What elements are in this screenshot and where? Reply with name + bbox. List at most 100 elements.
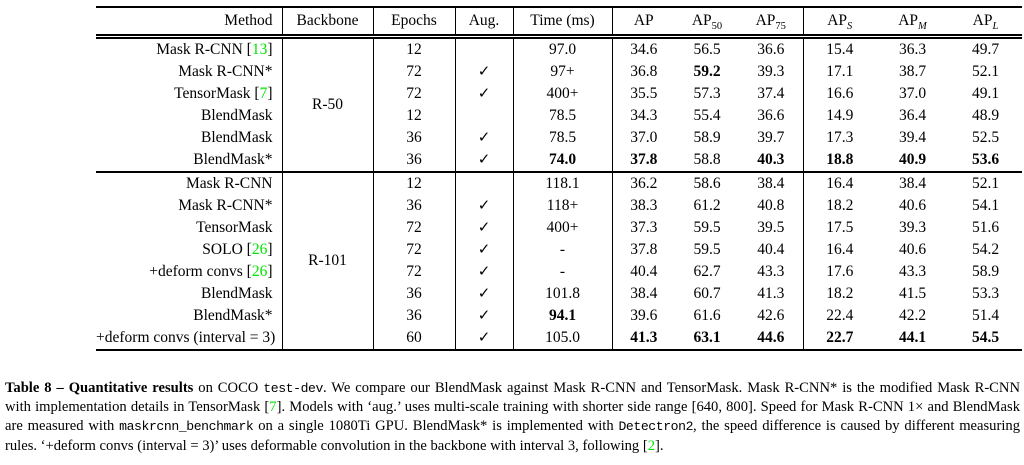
ap-cell: 38.4: [876, 171, 949, 195]
check-icon: ✓: [477, 264, 491, 280]
caption-text: on a single 1080Ti GPU. BlendMask* is im…: [253, 418, 619, 434]
aug-cell: [455, 36, 514, 61]
method-cell: Mask R-CNN [13]: [96, 36, 283, 61]
ap-cell: 40.4: [739, 239, 804, 261]
ap-cell: 16.4: [803, 171, 876, 195]
ap-cell: 36.6: [739, 36, 804, 61]
time-cell: 400+: [513, 217, 613, 239]
caption-text: ].: [655, 437, 664, 454]
time-cell: 78.5: [513, 127, 613, 149]
epochs-cell: 36: [373, 149, 456, 172]
ap-cell: 59.5: [693, 241, 721, 258]
check-icon: ✓: [477, 308, 491, 324]
table-row: Mask R-CNN R-101 12 118.1 36.2 58.6 38.4 16.4 38…: [96, 171, 1022, 350]
ap-cell: 37.0: [898, 85, 927, 102]
table-row: TensorMask [7] 72 ✓ 400+ 35.5 57.3 37.4 16.6 37.…: [96, 83, 1022, 105]
citation-link[interactable]: 7: [259, 85, 268, 102]
column-header-apm: APM: [876, 7, 949, 39]
table-row: +deform convs (interval = 3) 60 ✓ 105.0 41.3…: [96, 327, 1022, 350]
ap-cell: 42.2: [898, 307, 927, 324]
method-cell: Mask R-CNN: [96, 171, 283, 195]
method-label: BlendMask: [201, 107, 273, 124]
method-label: BlendMask: [201, 129, 273, 146]
method-label: Mask R-CNN: [156, 41, 243, 58]
epochs-cell: 12: [373, 36, 456, 61]
aug-cell: ✓: [455, 239, 514, 261]
caption-text: maskrcnn_benchmark: [119, 419, 254, 434]
citation-link[interactable]: 26: [251, 263, 268, 280]
ap-cell: 39.6: [630, 307, 658, 324]
ap-cell: 40.9: [898, 151, 927, 168]
ap-cell: 39.5: [739, 217, 804, 239]
time-cell: 94.1: [513, 305, 613, 327]
table-row: SOLO [26] 72 ✓ -37.8 59.5 40.4 16.4 40.6 54.2: [96, 239, 1022, 261]
ap-cell: 18.2: [826, 285, 854, 302]
aug-cell: ✓: [455, 327, 514, 350]
table-header: Method Backbone Epochs Aug. Time (ms) AP AP50 A…: [96, 7, 1022, 39]
ap-cell: 16.4: [826, 241, 854, 258]
ap-cell: 18.2: [826, 197, 854, 214]
time-cell: -: [513, 261, 613, 283]
citation-link[interactable]: 26: [251, 241, 268, 258]
backbone-cell: R-101: [282, 171, 374, 350]
citation-link[interactable]: 7: [269, 399, 277, 416]
citation-link[interactable]: 2: [647, 437, 656, 454]
caption-text: Detectron2: [618, 419, 694, 434]
ap-cell: 14.9: [826, 107, 854, 124]
epochs-cell: 36: [373, 283, 456, 305]
ap-cell: 52.1: [949, 171, 1022, 195]
method-cell: BlendMask*: [96, 305, 283, 327]
ap-cell: 44.1: [898, 329, 927, 346]
table-row: BlendMask* 36 ✓ 94.1 39.6 61.6 42.6 22.4 42.2 51.…: [96, 305, 1022, 327]
ap-cell: 38.7: [898, 63, 927, 80]
citation-link[interactable]: 13: [251, 41, 268, 58]
ap-cell: 36.2: [612, 171, 675, 195]
ap-cell: 61.2: [693, 197, 721, 214]
ap-cell: 16.6: [826, 85, 854, 102]
backbone-cell: R-50: [282, 36, 374, 172]
time-cell: 74.0: [513, 149, 613, 172]
column-header-method: Method: [96, 7, 283, 39]
epochs-cell: 72: [373, 261, 456, 283]
method-cell: BlendMask*: [96, 149, 283, 172]
table-row: BlendMask* 36 ✓ 74.0 37.8 58.8 40.3 18.8 40.9 53.…: [96, 149, 1022, 172]
column-header-ap75: AP75: [739, 7, 804, 39]
ap-cell: 54.5: [971, 329, 1000, 346]
check-icon: ✓: [477, 286, 491, 302]
time-cell: -: [513, 239, 613, 261]
ap-cell: 40.6: [898, 241, 927, 258]
ap-cell: 57.3: [693, 85, 721, 102]
ap-cell: 40.6: [898, 197, 927, 214]
ap-cell: 17.3: [826, 129, 854, 146]
epochs-cell: 72: [373, 61, 456, 83]
table-body: Mask R-CNN [13] R-50 12 97.0 34.6 56.5 36.6 15.…: [96, 36, 1022, 350]
method-cell: SOLO [26]: [96, 239, 283, 261]
ap-cell: 35.5: [630, 85, 658, 102]
ap-cell: 22.7: [826, 329, 854, 346]
table-row: Mask R-CNN* 72 ✓ 97+ 36.8 59.2 39.3 17.1 38.7 52.…: [96, 61, 1022, 83]
ap-cell: 41.3: [739, 283, 804, 305]
column-header-aps: APS: [803, 7, 876, 39]
ap-cell: 40.3: [739, 149, 804, 172]
ap-cell: 17.6: [826, 263, 854, 280]
aug-cell: ✓: [455, 261, 514, 283]
method-label: Mask R-CNN*: [178, 63, 273, 80]
ap-cell: 58.6: [675, 171, 739, 195]
ap-cell: 43.3: [739, 261, 804, 283]
epochs-cell: 72: [373, 83, 456, 105]
method-cell: Mask R-CNN*: [96, 195, 283, 217]
ap-cell: 53.3: [971, 285, 1000, 302]
time-cell: 118.1: [513, 171, 613, 195]
caption-text: Table 8 – Quantitative results: [5, 379, 194, 396]
ap-cell: 41.5: [898, 285, 927, 302]
epochs-cell: 72: [373, 217, 456, 239]
ap-cell: 38.4: [739, 171, 804, 195]
ap-cell: 17.1: [826, 63, 854, 80]
check-icon: ✓: [477, 242, 491, 258]
check-icon: ✓: [477, 330, 491, 346]
table-row: TensorMask 72 ✓ 400+ 37.3 59.5 39.5 17.5 39.3 51.…: [96, 217, 1022, 239]
results-table: Method Backbone Epochs Aug. Time (ms) AP AP50 A…: [96, 6, 1022, 351]
column-header-ap50: AP50: [675, 7, 739, 39]
ap-cell: 60.7: [693, 285, 721, 302]
table-row: BlendMask 36 ✓ 78.5 37.0 58.9 39.7 17.3 39.4 52.5: [96, 127, 1022, 149]
